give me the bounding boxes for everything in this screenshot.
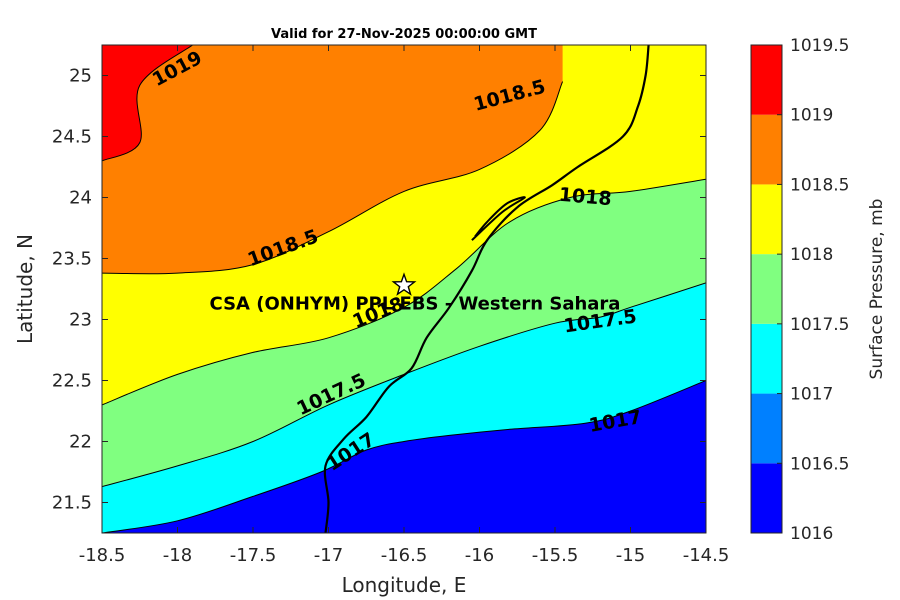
- coastline: [323, 45, 650, 533]
- x-tick-label: -15: [616, 545, 645, 566]
- y-axis-label: Latitude, N: [13, 234, 37, 344]
- y-tick-label: 22: [69, 432, 92, 453]
- x-tick-label: -14.5: [683, 545, 730, 566]
- contour-label: 1018: [558, 184, 613, 211]
- y-tick-label: 22.5: [52, 371, 92, 392]
- x-tick-label: -17.5: [230, 545, 277, 566]
- y-tick-label: 21.5: [52, 493, 92, 514]
- x-tick-label: -15.5: [532, 545, 579, 566]
- chart-title: Valid for 27-Nov-2025 00:00:00 GMT: [271, 27, 537, 42]
- x-axis-label: Longitude, E: [342, 573, 467, 597]
- colorbar-tick-label: 1016.5: [790, 454, 849, 474]
- contour-line-1016-5: [102, 380, 706, 533]
- contour-line-1018-5: [102, 45, 193, 162]
- y-tick-label: 25: [69, 66, 92, 87]
- x-tick-label: -18.5: [79, 545, 126, 566]
- colorbar-tick-label: 1018.5: [790, 175, 849, 195]
- y-tick-label: 24: [69, 188, 92, 209]
- colorbar-swatch-1016-5: [751, 393, 782, 464]
- y-tick-label: 24.5: [52, 127, 92, 148]
- colorbar-label: Surface Pressure, mb: [867, 199, 887, 380]
- colorbar-swatch-1017: [751, 323, 782, 394]
- contour-line-1018: [102, 81, 564, 275]
- colorbar-frame: [750, 44, 783, 534]
- colorbar-tick-label: 1019.5: [790, 36, 849, 56]
- x-tick-label: -17: [314, 545, 343, 566]
- dakhla-peninsula: [471, 196, 526, 241]
- y-axis-ticks: 21.5 22 22.5 23 23.5 24 24.5 25: [52, 66, 706, 514]
- station-star-marker[interactable]: [391, 272, 417, 296]
- x-tick-label: -18: [163, 545, 192, 566]
- contour-line-1017: [102, 282, 706, 488]
- contour-line-1017-5: [102, 178, 706, 406]
- colorbar: 1016 1016.5 1017 1017.5 1018 1018.5 1019 1019.5: [750, 36, 849, 544]
- colorbar-swatch-1018: [751, 184, 782, 255]
- y-tick-label: 23: [69, 310, 92, 331]
- x-tick-label: -16: [465, 545, 494, 566]
- y-tick-label: 23.5: [52, 249, 92, 270]
- station-label: CSA (ONHYM) PPL EBS - Western Sahara: [210, 293, 621, 314]
- x-axis-ticks: -18.5 -18 -17.5 -17 -16.5 -16 -15.5 -15 -14.5: [79, 45, 730, 566]
- band-1018-5: [102, 45, 563, 274]
- colorbar-swatch-1019: [751, 45, 782, 115]
- colorbar-swatch-1017-5: [751, 254, 782, 324]
- colorbar-swatch-1016: [751, 463, 782, 533]
- band-1019: [102, 45, 193, 161]
- x-tick-label: -16.5: [381, 545, 428, 566]
- colorbar-tick-label: 1018: [790, 245, 833, 265]
- contour-lines: [102, 45, 706, 533]
- colorbar-tick-label: 1016: [790, 524, 833, 544]
- colorbar-swatch-1018-5: [751, 114, 782, 185]
- colorbar-tick-label: 1019: [790, 106, 833, 126]
- colorbar-tick-label: 1017: [790, 385, 833, 405]
- colorbar-tick-label: 1017.5: [790, 315, 849, 335]
